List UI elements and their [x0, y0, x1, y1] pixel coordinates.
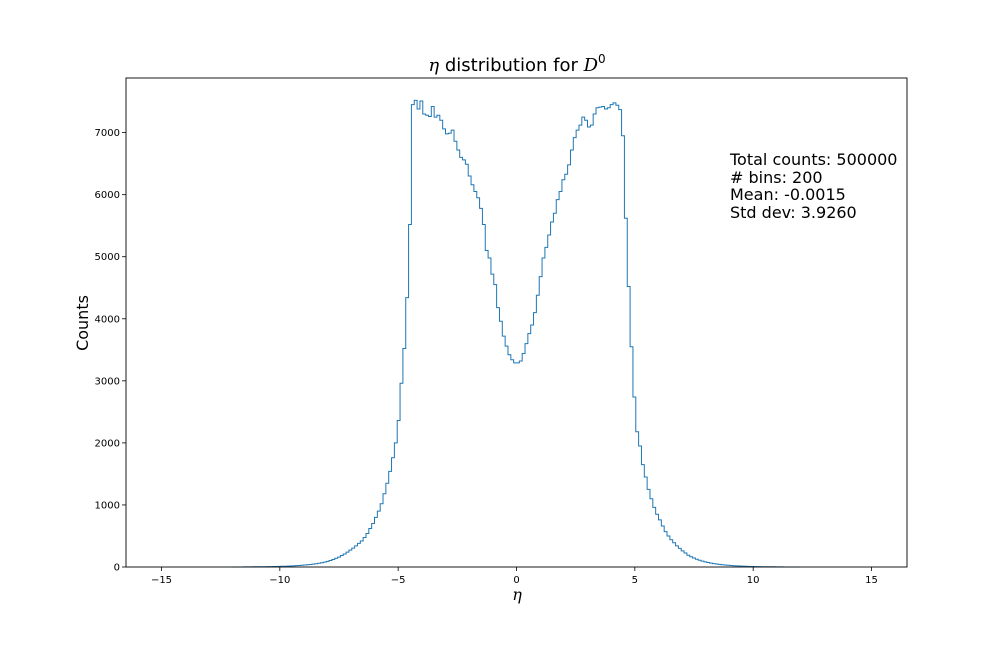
y-tick-label: 3000: [95, 376, 120, 387]
y-tick-label: 0: [114, 563, 120, 574]
x-tick-label: 15: [865, 575, 878, 586]
title-superscript: 0: [598, 52, 606, 66]
title-variable: η: [428, 55, 439, 76]
histogram-step-line: [232, 99, 801, 568]
x-tick-label: 0: [513, 575, 519, 586]
y-tick-label: 6000: [95, 190, 120, 201]
x-tick-label: −5: [391, 575, 406, 586]
y-tick-label: 4000: [95, 314, 120, 325]
stats-bins: # bins: 200: [730, 168, 823, 187]
y-tick-label: 7000: [95, 128, 120, 139]
stats-total-counts: Total counts: 500000: [729, 150, 897, 169]
y-tick-label: 5000: [95, 252, 120, 263]
y-axis-ticks: 0 1000 2000 3000 4000 5000 6000 7000: [95, 128, 126, 574]
stats-mean: Mean: -0.0015: [730, 185, 846, 204]
x-tick-label: 5: [632, 575, 638, 586]
x-axis-ticks: −15 −10 −5 0 5 10 15: [151, 567, 878, 586]
x-axis-label: η: [512, 585, 522, 604]
chart-title: η distribution for D0: [428, 52, 605, 76]
y-tick-label: 1000: [95, 500, 120, 511]
x-tick-label: 10: [747, 575, 760, 586]
stats-std-dev: Std dev: 3.9260: [730, 203, 857, 222]
x-tick-label: −15: [151, 575, 172, 586]
y-axis-label: Counts: [73, 295, 92, 351]
title-particle: D: [583, 55, 599, 76]
y-tick-label: 2000: [95, 438, 120, 449]
stats-box: Total counts: 500000 # bins: 200 Mean: -…: [729, 150, 897, 222]
x-tick-label: −10: [269, 575, 290, 586]
title-text: distribution for: [439, 55, 584, 76]
